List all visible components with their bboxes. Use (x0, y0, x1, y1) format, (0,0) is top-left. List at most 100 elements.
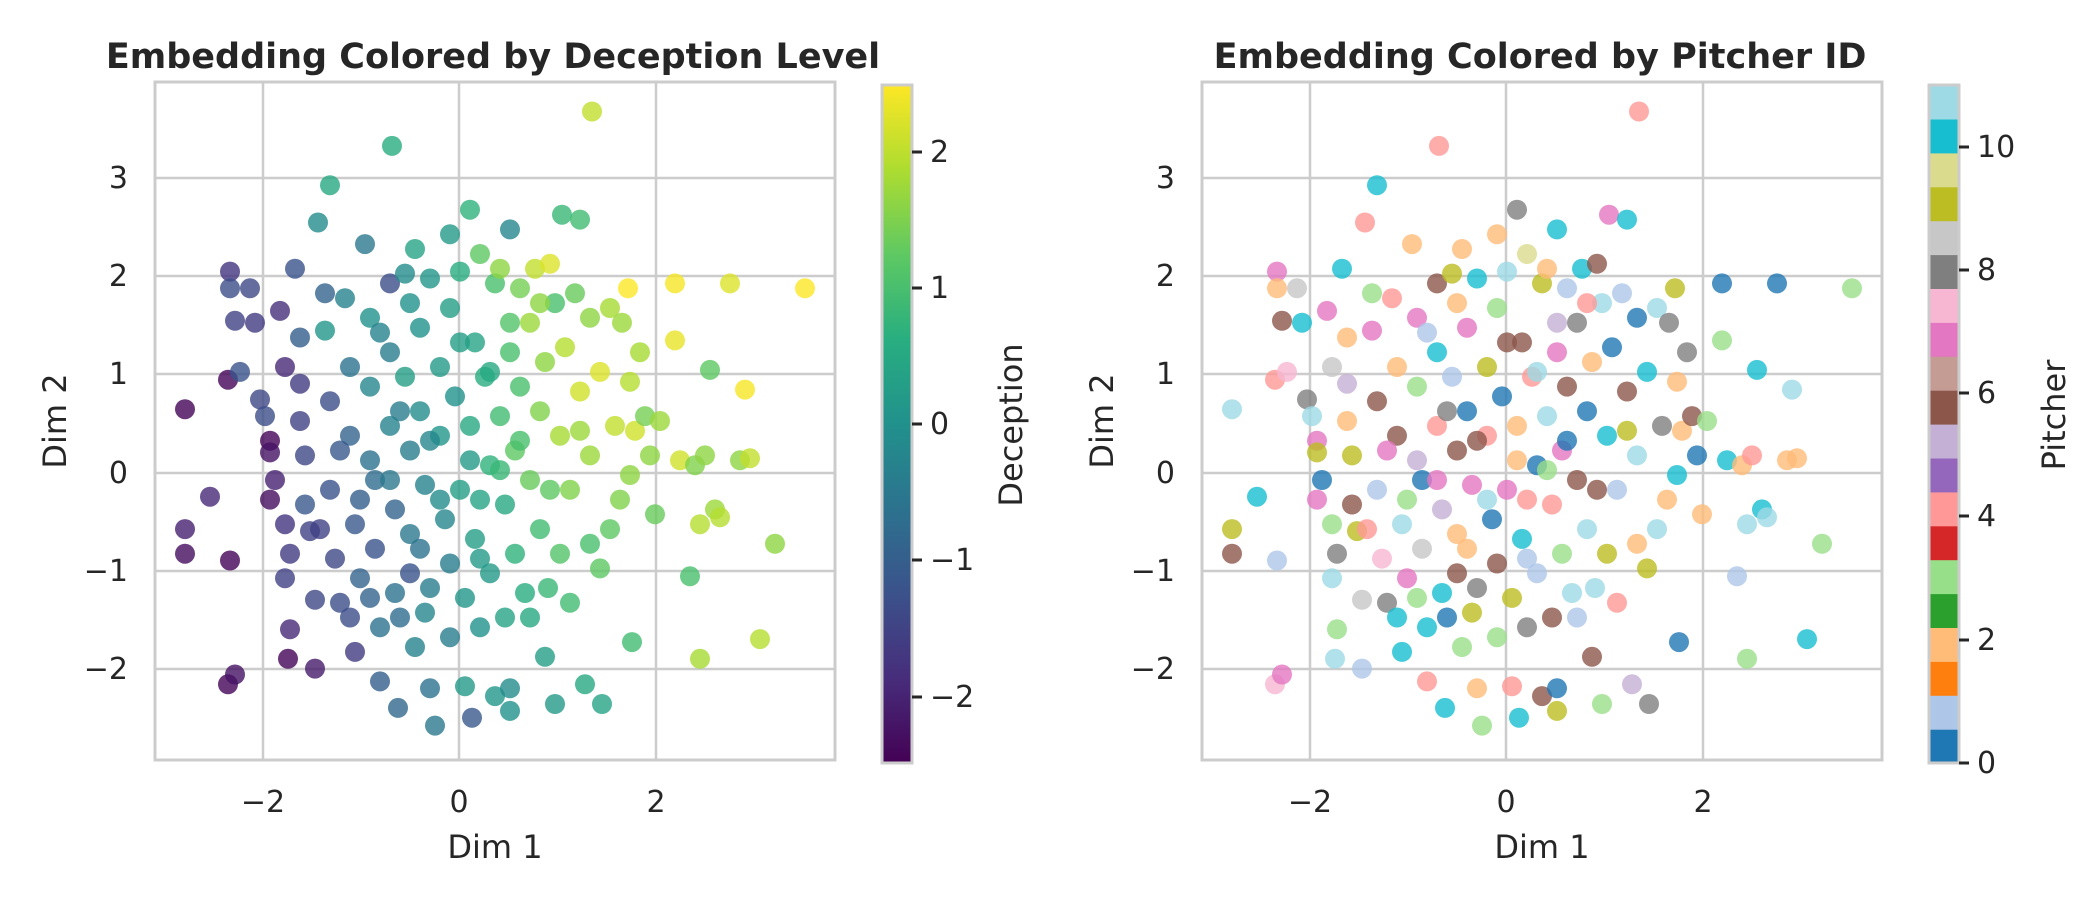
scatter-point (1599, 204, 1619, 225)
scatter-point (410, 538, 430, 559)
scatter-point (280, 543, 300, 564)
y-tick-label: 0 (1156, 456, 1175, 491)
scatter-point (1637, 361, 1657, 382)
scatter-point (1392, 641, 1412, 662)
scatter-point (315, 320, 335, 341)
scatter-point (795, 278, 815, 299)
scatter-point (1737, 514, 1757, 535)
scatter-point (590, 361, 610, 382)
scatter-point (1507, 199, 1527, 220)
scatter-point (1317, 300, 1337, 321)
scatter-point (465, 528, 485, 549)
scatter-point (1782, 379, 1802, 400)
scatter-point (470, 548, 490, 569)
scatter-point (1352, 589, 1372, 610)
scatter-point (1447, 524, 1467, 544)
scatter-point (1435, 697, 1455, 718)
scatter-point (538, 578, 558, 598)
y-tick-label: 3 (109, 161, 128, 196)
scatter-point (710, 507, 730, 528)
colorbar-swatch (1929, 695, 1959, 730)
scatter-point (665, 330, 685, 351)
scatter-point (445, 386, 465, 407)
scatter-point (592, 694, 612, 714)
scatter-point (1537, 406, 1557, 427)
x-tick-label: 0 (1496, 785, 1515, 820)
scatter-point (1392, 514, 1412, 535)
scatter-point (650, 411, 670, 431)
scatter-point (1322, 357, 1342, 377)
scatter-point (1397, 489, 1417, 510)
scatter-point (1517, 617, 1537, 638)
scatter-point (1352, 658, 1372, 679)
scatter-point (1482, 509, 1502, 530)
scatter-point (765, 533, 785, 554)
scatter-point (1362, 320, 1382, 341)
y-tick-label: 3 (1156, 161, 1175, 196)
scatter-point (500, 678, 520, 699)
scatter-point (1457, 538, 1477, 559)
scatter-point (320, 391, 340, 412)
scatter-point (395, 366, 415, 387)
scatter-point (1267, 550, 1287, 571)
scatter-point (370, 322, 390, 343)
scatter-point (1577, 293, 1597, 314)
x-tick-label: −2 (241, 785, 285, 820)
scatter-point (1427, 415, 1447, 436)
scatter-point (280, 619, 300, 640)
scatter-point (1797, 629, 1817, 650)
scatter-point (1537, 258, 1557, 279)
scatter-point (450, 332, 470, 353)
scatter-point (225, 310, 245, 331)
scatter-point (600, 519, 620, 540)
scatter-point (430, 357, 450, 377)
scatter-point (1407, 376, 1427, 397)
y-tick-label: −1 (84, 554, 128, 589)
scatter-point (1712, 330, 1732, 351)
scatter-point (450, 261, 470, 282)
colorbar-tick-label: 4 (1977, 499, 1996, 534)
scatter-point (630, 342, 650, 363)
colorbar-tick-label: 2 (1977, 623, 1996, 658)
scatter-point (340, 425, 360, 446)
scatter-point (325, 548, 345, 569)
colorbar-swatch (1929, 85, 1959, 120)
scatter-point (275, 568, 295, 589)
scatter-point (560, 592, 580, 613)
scatter-point (1437, 607, 1457, 628)
scatter-point (1597, 543, 1617, 564)
scatter-point (1542, 494, 1562, 515)
scatter-point (278, 648, 298, 669)
scatter-point (1587, 479, 1607, 500)
scatter-point (1787, 448, 1807, 469)
scatter-point (1357, 519, 1377, 540)
scatter-point (1627, 307, 1647, 328)
plot-frame (153, 80, 837, 762)
scatter-point (1427, 273, 1447, 294)
scatter-point (1397, 568, 1417, 589)
scatter-point (520, 607, 540, 628)
scatter-point (1327, 619, 1347, 640)
scatter-point (1417, 322, 1437, 343)
scatter-point (1342, 494, 1362, 515)
scatter-point (365, 470, 385, 490)
scatter-point (1322, 568, 1342, 589)
scatter-point (665, 273, 685, 294)
colorbar-swatch (1929, 186, 1959, 222)
scatter-point (380, 470, 400, 490)
x-tick-labels: −2 0 2 (1288, 785, 1713, 820)
scatter-point (440, 224, 460, 245)
scatter-point (1337, 411, 1357, 431)
scatter-point (1487, 553, 1507, 574)
scatter-point (1402, 234, 1422, 255)
scatter-point (565, 283, 585, 304)
scatter-point (320, 175, 340, 196)
scatter-point (450, 479, 470, 500)
scatter-point (1567, 607, 1587, 628)
chart-deception: Embedding Colored by Deception Level −2 … (36, 37, 1030, 866)
scatter-point (530, 293, 550, 314)
scatter-point (382, 135, 402, 156)
scatter-point (1447, 563, 1467, 584)
scatter-point (575, 674, 595, 695)
scatter-point (580, 307, 600, 328)
